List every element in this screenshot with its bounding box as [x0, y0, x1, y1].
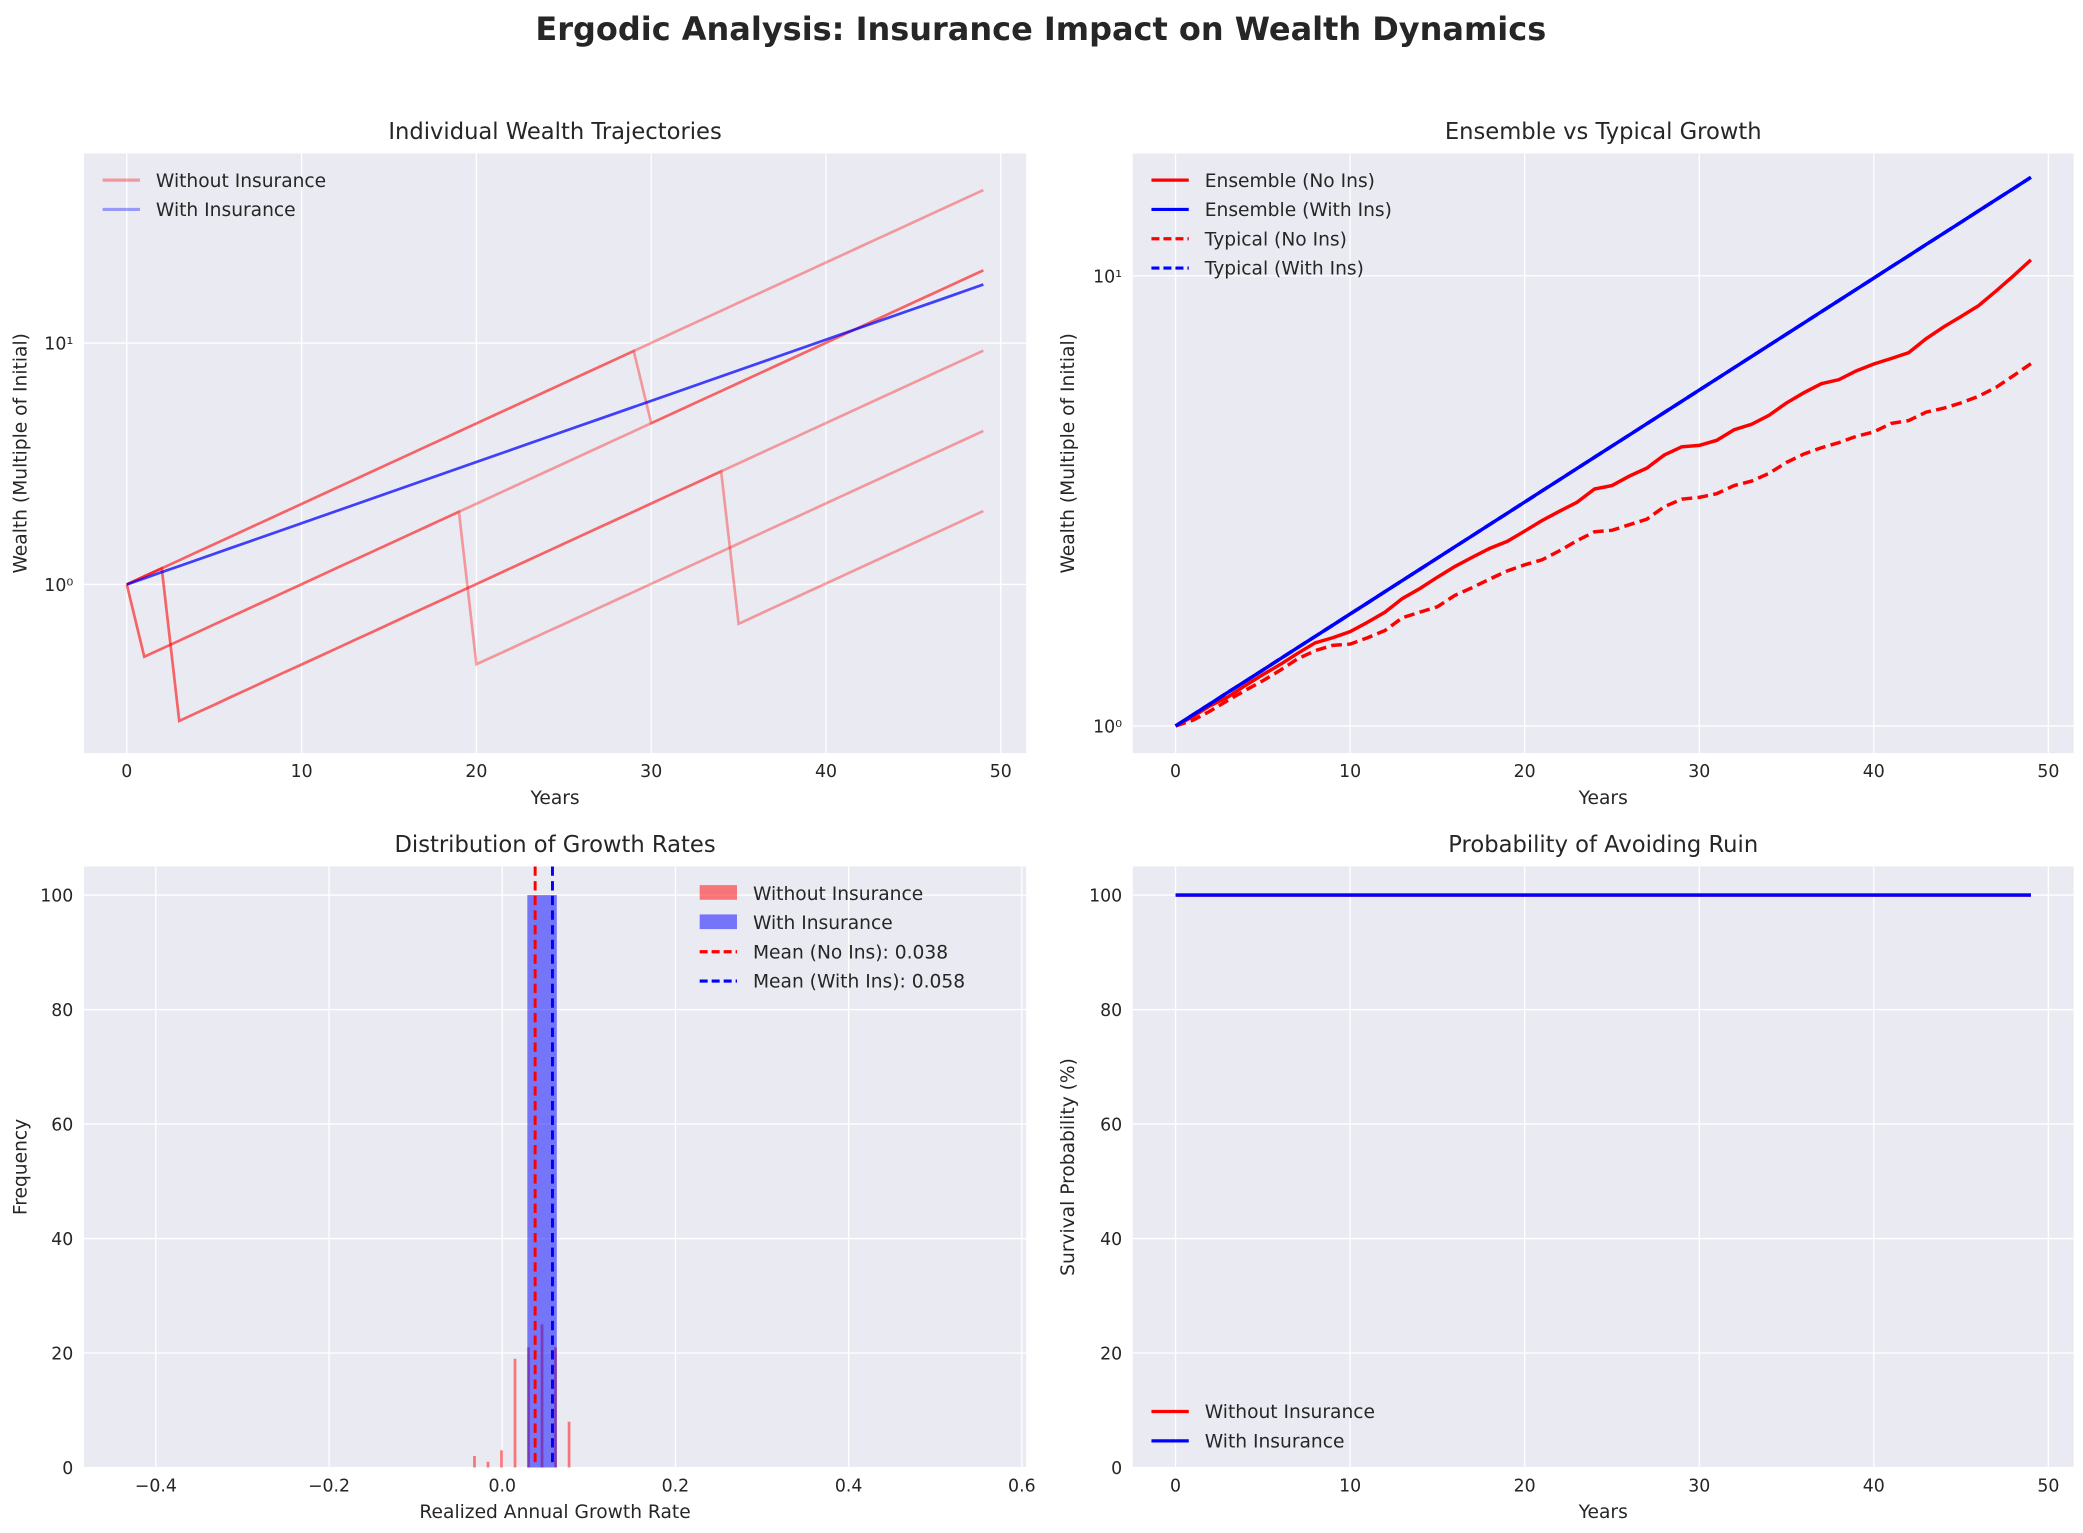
plot-background [1132, 866, 2074, 1468]
y-tick-label: 20 [1100, 1345, 1122, 1365]
figure-title: Ergodic Analysis: Insurance Impact on We… [535, 10, 1546, 48]
data-line [1174, 175, 2032, 728]
data-line [126, 283, 984, 586]
x-tick-label: 0.0 [488, 1476, 516, 1496]
x-tick-label: 20 [1514, 762, 1536, 782]
data-line [126, 283, 984, 586]
x-tick-label: 40 [815, 762, 837, 782]
plot-background [83, 153, 1027, 754]
y-axis-label: Survival Probability (%) [1058, 1058, 1079, 1276]
x-tick-label: 20 [465, 762, 487, 782]
legend: Ensemble (No Ins) Ensemble (With Ins) Typi… [1151, 171, 1392, 280]
legend-label: Ensemble (With Ins) [1205, 200, 1392, 221]
legend-label: With Insurance [156, 200, 296, 221]
x-tick-label: 10 [1339, 1476, 1361, 1496]
x-axis-label: Years [1578, 788, 1628, 809]
x-tick-label: 10 [291, 762, 313, 782]
subplot-title: Individual Wealth Trajectories [388, 119, 721, 145]
subplot: −0.4 −0.2 0.0 0.2 0.4 0.6 0 20 40 60 80 100 Distribu… [11, 832, 1036, 1523]
data-line [126, 349, 984, 723]
histogram-bar [567, 1421, 571, 1468]
histogram-bar [513, 1358, 517, 1468]
y-tick-label: 60 [51, 1116, 73, 1136]
y-tick-label: 60 [1100, 1116, 1122, 1136]
histogram-bar [500, 1450, 503, 1468]
y-tick-label: 100 [1089, 887, 1122, 907]
data-line [126, 469, 984, 723]
x-tick-label: 0 [121, 762, 132, 782]
x-axis-label: Realized Annual Growth Rate [419, 1502, 690, 1523]
legend-label: Without Insurance [1205, 1402, 1375, 1423]
y-tick-label: 10⁰ [44, 576, 73, 596]
x-axis-label: Years [529, 788, 579, 809]
y-tick-label: 80 [1100, 1001, 1122, 1021]
x-tick-label: 0 [1170, 1476, 1181, 1496]
legend-label: Mean (No Ins): 0.038 [753, 942, 948, 963]
legend-label: Typical (With Ins) [1204, 259, 1364, 280]
subplot-title: Distribution of Growth Rates [394, 832, 715, 858]
data-line [1175, 362, 2032, 728]
plot-area [1174, 175, 2033, 728]
y-tick-label: 10¹ [1093, 267, 1122, 287]
data-line [126, 283, 984, 586]
data-line [125, 429, 984, 667]
subplot: 0 10 20 30 40 50 10⁰ 10¹ Ensemble vs Typical Gro… [1058, 119, 2074, 809]
legend-label: Typical (No Ins) [1204, 229, 1347, 250]
x-tick-label: −0.4 [135, 1476, 177, 1496]
x-tick-label: 0.2 [662, 1476, 690, 1496]
x-tick-label: 50 [2037, 1476, 2059, 1496]
x-tick-label: 20 [1514, 1476, 1536, 1496]
y-tick-label: 40 [51, 1230, 73, 1250]
x-tick-label: 0.6 [1008, 1476, 1036, 1496]
x-tick-label: 30 [640, 762, 662, 782]
histogram-bar [473, 1456, 476, 1468]
data-line [126, 188, 984, 586]
legend-label: Ensemble (No Ins) [1205, 171, 1375, 192]
legend-label: With Insurance [1205, 1432, 1345, 1453]
y-axis-label: Wealth (Multiple of Initial) [1058, 333, 1079, 573]
y-tick-label: 40 [1100, 1230, 1122, 1250]
x-axis-label: Years [1578, 1502, 1628, 1523]
y-tick-label: 0 [62, 1459, 73, 1479]
y-tick-label: 10¹ [44, 335, 73, 355]
x-tick-label: −0.2 [308, 1476, 350, 1496]
y-axis-label: Frequency [11, 1119, 32, 1215]
legend: Without Insurance With Insurance [102, 171, 326, 221]
x-tick-label: 10 [1339, 762, 1361, 782]
y-tick-label: 0 [1111, 1459, 1122, 1479]
legend-swatch [699, 914, 737, 930]
y-tick-label: 20 [51, 1345, 73, 1365]
subplot: 0 10 20 30 40 50 0 20 40 60 80 100 Probability of Av… [1058, 832, 2074, 1523]
x-tick-label: 50 [990, 762, 1012, 782]
x-tick-label: 50 [2037, 762, 2059, 782]
legend-label: Without Insurance [156, 171, 326, 192]
y-axis-label: Wealth (Multiple of Initial) [11, 333, 32, 573]
plot-area [473, 866, 571, 1468]
y-tick-label: 10⁰ [1093, 718, 1122, 738]
histogram-bar [486, 1461, 490, 1468]
y-tick-label: 100 [40, 887, 73, 907]
x-tick-label: 30 [1688, 762, 1710, 782]
subplot-title: Ensemble vs Typical Growth [1445, 119, 1762, 145]
x-tick-label: 30 [1688, 1476, 1710, 1496]
subplot-title: Probability of Avoiding Ruin [1448, 832, 1758, 858]
legend-label: With Insurance [753, 913, 893, 934]
data-line [125, 269, 984, 659]
x-tick-label: 40 [1863, 1476, 1885, 1496]
subplot: 0 10 20 30 40 50 10⁰ 10¹ Individual Wealth Traje… [11, 119, 1027, 809]
legend: Without Insurance With Insurance Mean (No … [699, 884, 965, 993]
legend-label: Without Insurance [753, 884, 923, 905]
x-tick-label: 0 [1170, 762, 1181, 782]
y-tick-label: 80 [51, 1001, 73, 1021]
legend-label: Mean (With Ins): 0.058 [753, 972, 965, 993]
legend-swatch [699, 885, 737, 900]
plot-area [125, 188, 984, 723]
x-tick-label: 0.4 [835, 1476, 863, 1496]
legend: Without Insurance With Insurance [1151, 1402, 1375, 1453]
data-line [1174, 258, 2033, 728]
data-line [126, 269, 984, 586]
x-tick-label: 40 [1863, 762, 1885, 782]
